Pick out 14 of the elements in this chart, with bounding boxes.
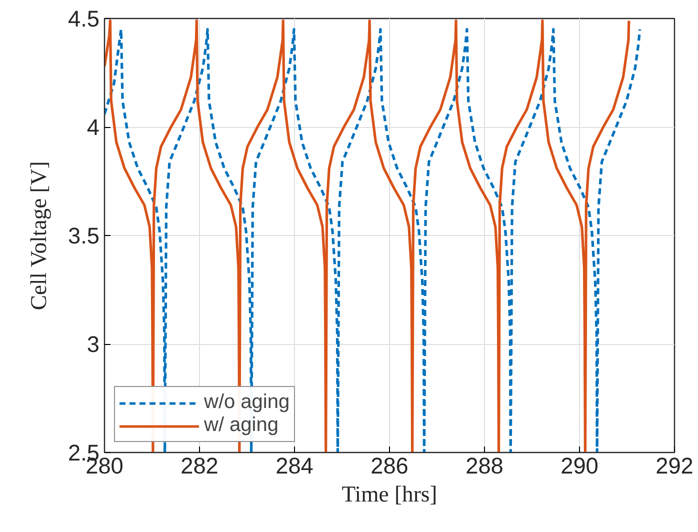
y-tick-label: 3 [86, 331, 100, 357]
legend-label: w/ aging [204, 414, 278, 437]
legend-label: w/o aging [204, 391, 290, 414]
y-tick-label: 4 [86, 114, 100, 140]
x-axis-title: Time [hrs] [342, 482, 438, 506]
x-tick-label: 292 [656, 452, 694, 478]
x-tick-label: 288 [466, 452, 504, 478]
y-tick-label: 4.5 [68, 6, 100, 32]
x-tick-label: 286 [370, 452, 408, 478]
y-axis-title: Cell Voltage [V] [26, 161, 52, 310]
x-tick-label: 290 [560, 452, 598, 478]
y-tick-label: 3.5 [68, 222, 100, 248]
x-tick-label: 282 [180, 452, 218, 478]
x-tick-label: 284 [276, 452, 314, 478]
